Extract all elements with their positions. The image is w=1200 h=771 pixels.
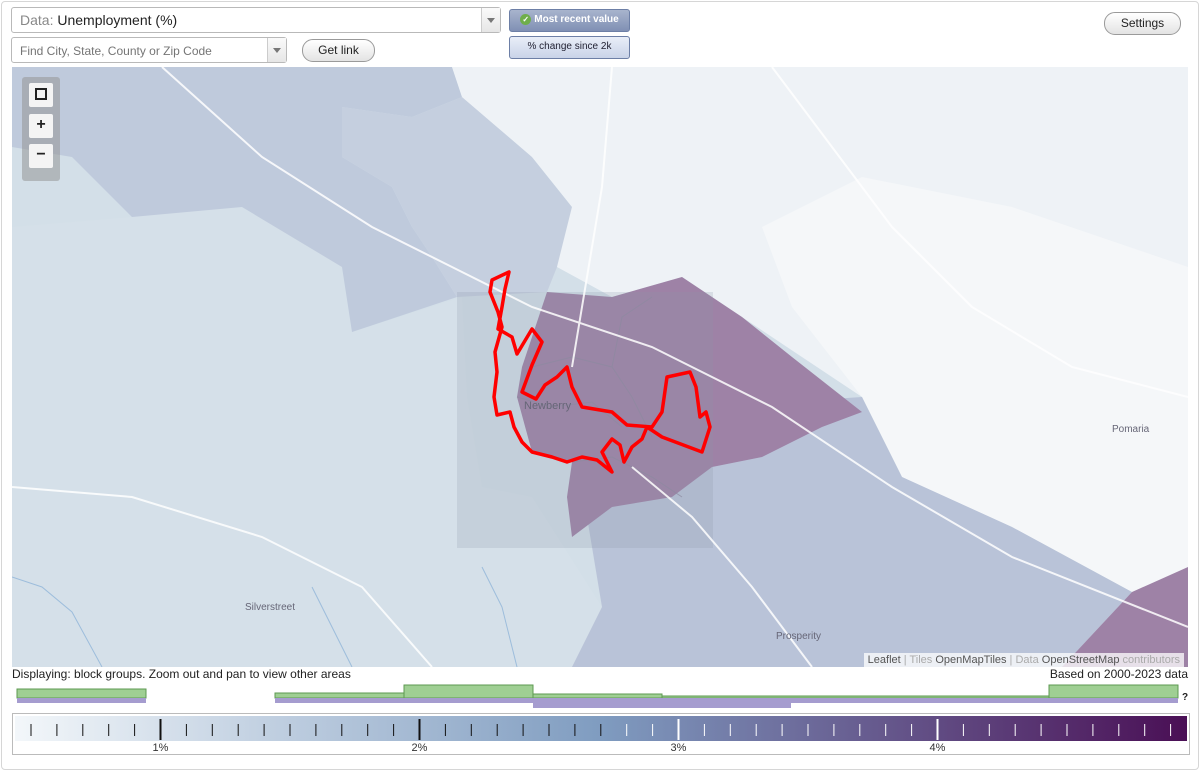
- attribution-contributors: contributors: [1122, 654, 1180, 666]
- most-recent-label: Most recent value: [534, 14, 619, 25]
- fullscreen-icon: [35, 88, 47, 100]
- selected-area-outline: [488, 270, 712, 474]
- attribution-sep: |: [1006, 654, 1016, 666]
- map-canvas[interactable]: Newberry Pomaria Silverstreet Prosperity…: [12, 67, 1188, 667]
- pct-change-toggle[interactable]: % change since 2k: [509, 36, 630, 59]
- settings-button[interactable]: Settings: [1104, 12, 1181, 35]
- legend-tick-label: 1%: [153, 742, 169, 754]
- legend-tick-label: 2%: [412, 742, 428, 754]
- get-link-button[interactable]: Get link: [302, 39, 375, 62]
- hist-bar-secondary: [275, 698, 533, 703]
- legend-help-icon[interactable]: ?: [1182, 692, 1188, 703]
- attribution-leaflet-link[interactable]: Leaflet: [867, 654, 901, 666]
- streams: [12, 566, 518, 667]
- region-north-central: [342, 97, 572, 297]
- hist-bar: [403, 684, 534, 699]
- place-label-prosperity: Prosperity: [776, 631, 822, 642]
- region-corner-purple: [1062, 567, 1188, 667]
- attribution-omt-link[interactable]: OpenMapTiles: [935, 654, 1007, 666]
- hist-bar: [661, 695, 1050, 699]
- hist-bar-secondary: [533, 698, 791, 708]
- hist-bar: [532, 693, 663, 699]
- attribution-tiles: Tiles: [909, 654, 933, 666]
- legend-scale: 1%2%3%4%5%: [15, 716, 1189, 754]
- legend-tick-label: 3%: [671, 742, 687, 754]
- hist-bar: [16, 688, 147, 699]
- status-left: Displaying: block groups. Zoom out and p…: [12, 667, 351, 681]
- zoom-out-button[interactable]: −: [29, 144, 53, 168]
- roads: [12, 67, 1188, 667]
- data-select-prefix: Data:: [20, 12, 54, 28]
- place-label-pomaria: Pomaria: [1112, 424, 1150, 435]
- zoom-in-button[interactable]: +: [29, 114, 53, 138]
- region-purple-block-groups: [517, 277, 862, 537]
- zoom-control: + −: [22, 77, 60, 181]
- hist-bar-secondary: [1049, 698, 1178, 703]
- search-input[interactable]: [14, 40, 270, 62]
- attribution-sep: |: [900, 654, 910, 666]
- map-attribution: Leaflet | Tiles OpenMapTiles | Data Open…: [863, 653, 1184, 667]
- region-east-white: [762, 177, 1188, 592]
- tile-overlay: [457, 292, 713, 548]
- fullscreen-button[interactable]: [29, 83, 53, 107]
- region-northwest: [12, 67, 462, 332]
- check-icon: ✓: [520, 13, 532, 25]
- chevron-down-icon[interactable]: [267, 38, 286, 62]
- color-legend: 1%2%3%4%5%: [12, 713, 1190, 755]
- data-select[interactable]: Data: Unemployment (%): [11, 7, 501, 33]
- place-label-silverstreet: Silverstreet: [245, 602, 296, 613]
- data-select-value: Unemployment (%): [57, 12, 178, 28]
- place-label-newberry: Newberry: [524, 400, 572, 412]
- attribution-data: Data: [1015, 654, 1039, 666]
- hist-bar: [274, 692, 405, 699]
- hist-bar-secondary: [17, 698, 146, 703]
- region-west: [12, 207, 612, 667]
- location-search[interactable]: [11, 37, 287, 63]
- map-layers: [12, 67, 1188, 667]
- hist-bar-secondary: [791, 698, 1049, 703]
- distribution-histogram: ?: [16, 684, 1188, 708]
- hist-bar: [1048, 684, 1179, 699]
- chevron-down-icon[interactable]: [481, 8, 500, 32]
- legend-tick-label: 4%: [930, 742, 946, 754]
- most-recent-toggle[interactable]: ✓ Most recent value: [509, 9, 630, 32]
- attribution-osm-link[interactable]: OpenStreetMap: [1041, 654, 1120, 666]
- status-right: Based on 2000-2023 data: [1049, 667, 1188, 681]
